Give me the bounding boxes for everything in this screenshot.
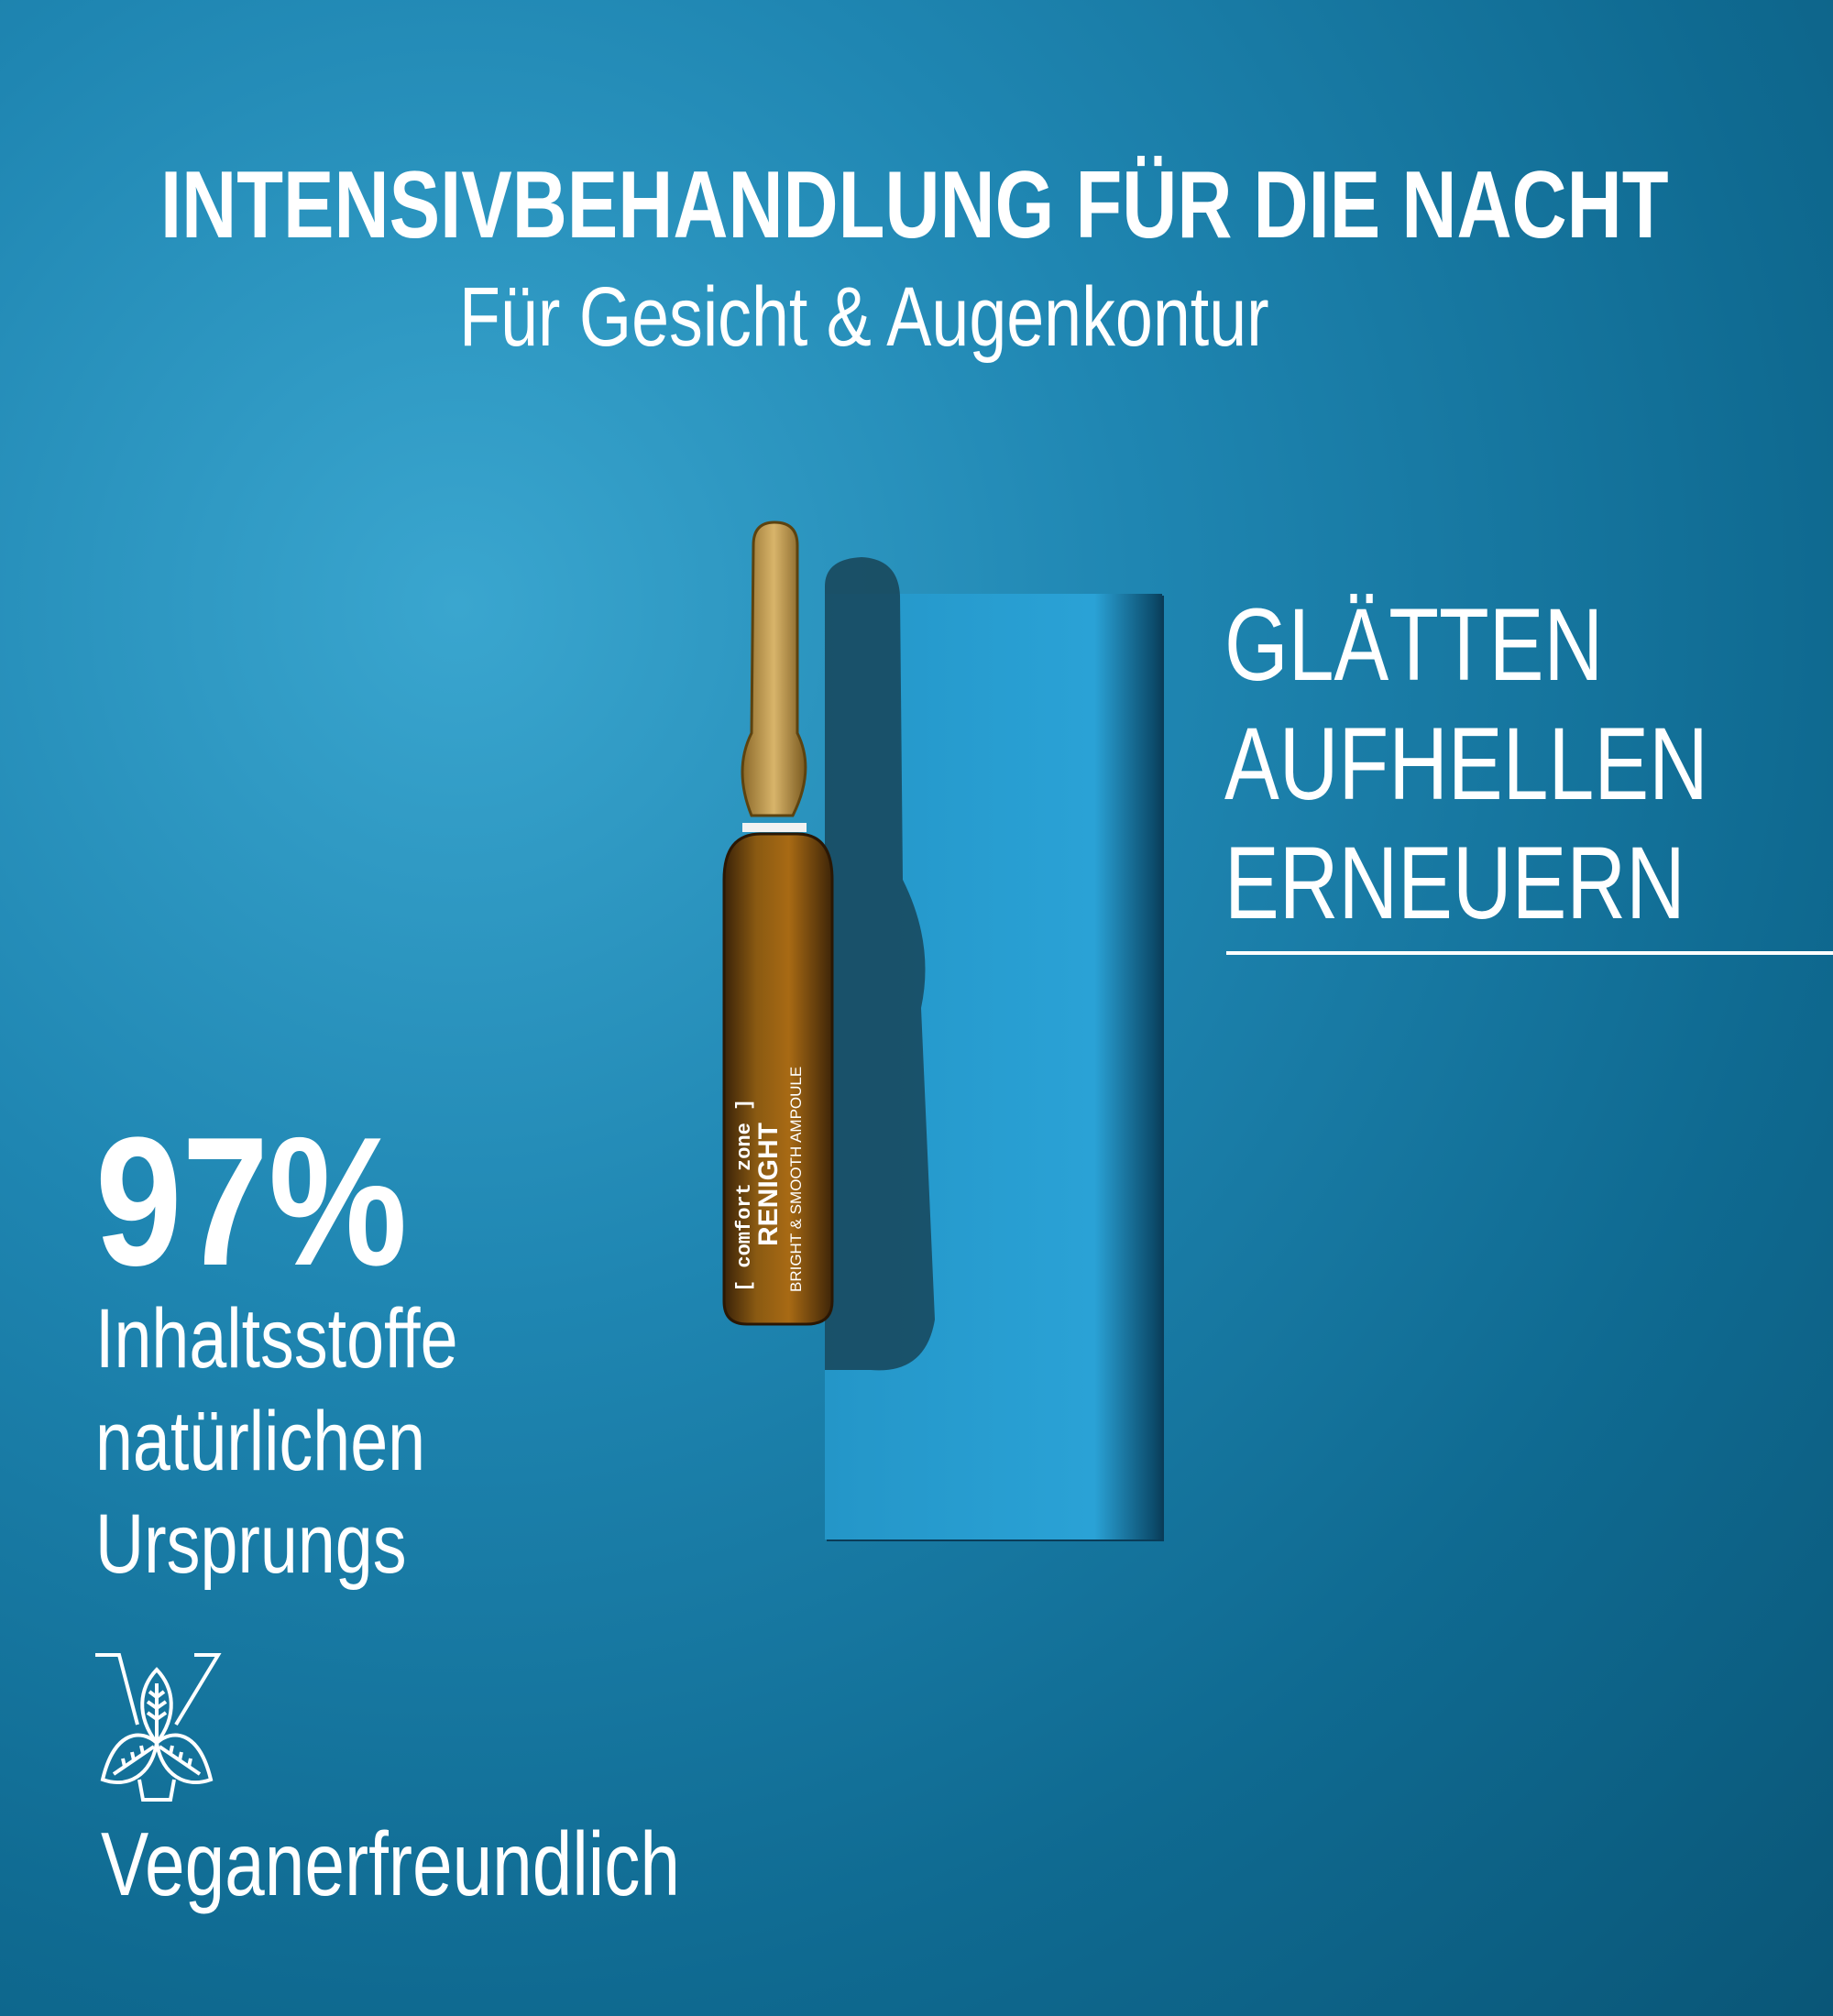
vegan-label: Veganerfreundlich	[101, 1813, 681, 1914]
product-brand: [ comfort zone ]	[733, 1099, 756, 1292]
claim-brighten: AUFHELLEN	[1224, 707, 1708, 821]
page-title: INTENSIVBEHANDLUNG FÜR DIE NACHT	[160, 152, 1669, 258]
page-subtitle: Für Gesicht & Augenkontur	[459, 270, 1269, 364]
stat-value: 97%	[95, 1100, 408, 1304]
product-name: RENIGHT	[753, 1123, 784, 1246]
ampoule-shadow	[825, 557, 935, 1371]
stat-line: natürlichen	[95, 1395, 426, 1488]
stat-line: Inhaltsstoffe	[95, 1292, 458, 1386]
stat-line: Ursprungs	[95, 1497, 407, 1591]
divider-line	[1226, 951, 1833, 955]
product-description: BRIGHT & SMOOTH AMPOULE	[787, 1067, 805, 1292]
ampoule-tip	[741, 520, 807, 817]
ampoule-body	[722, 832, 834, 1326]
claim-renew: ERNEUERN	[1224, 826, 1685, 940]
ampoule-image: [ comfort zone ] RENIGHT BRIGHT & SMOOTH…	[722, 520, 935, 1371]
claim-smooth: GLÄTTEN	[1224, 587, 1604, 702]
vegan-leaf-v-icon	[95, 1653, 222, 1802]
